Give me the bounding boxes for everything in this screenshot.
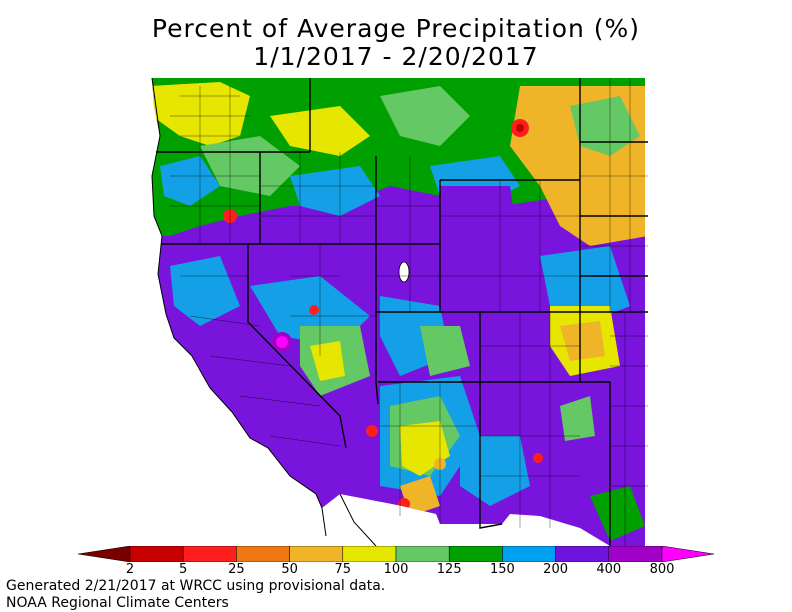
legend-tick-label: 200	[543, 562, 569, 577]
legend-tick-label: 100	[383, 562, 409, 577]
coastline	[151, 77, 323, 509]
legend-tick-label: 5	[179, 562, 188, 577]
precip-field	[152, 78, 645, 546]
generated-note: Generated 2/21/2017 at WRCC using provis…	[6, 578, 386, 594]
legend-swatch	[555, 545, 610, 563]
source-credit: NOAA Regional Climate Centers	[6, 595, 229, 611]
legend-tick-label: 800	[649, 562, 675, 577]
legend-swatch	[448, 545, 503, 563]
legend-swatch-max	[661, 545, 715, 563]
legend-swatch	[289, 545, 344, 563]
legend-swatch-min	[77, 545, 131, 563]
legend-swatches	[77, 545, 715, 563]
legend-swatch	[608, 545, 663, 563]
legend-swatch	[236, 545, 290, 563]
county-boundaries	[170, 78, 648, 546]
legend-tick-label: 75	[334, 562, 352, 577]
legend-swatch	[129, 545, 184, 563]
map-date-range: 1/1/2017 - 2/20/2017	[253, 42, 539, 71]
precipitation-map-svg	[151, 77, 648, 547]
precipitation-map	[140, 76, 648, 547]
baja-outline	[321, 493, 377, 547]
legend-tick-label: 125	[436, 562, 462, 577]
color-legend	[77, 545, 715, 563]
color-legend-svg	[77, 545, 715, 563]
great-salt-lake	[398, 261, 410, 283]
legend-swatch	[342, 545, 397, 563]
legend-swatch	[502, 545, 556, 563]
legend-swatch	[182, 545, 237, 563]
legend-tick-label: 50	[281, 562, 298, 577]
map-title: Percent of Average Precipitation (%)	[151, 14, 641, 43]
legend-tick-label: 400	[596, 562, 622, 577]
legend-tick-label: 2	[125, 562, 135, 577]
state-boundaries	[156, 78, 648, 546]
legend-tick-label: 25	[228, 562, 245, 577]
legend-tick-label: 150	[489, 562, 515, 577]
legend-swatch	[395, 545, 450, 563]
